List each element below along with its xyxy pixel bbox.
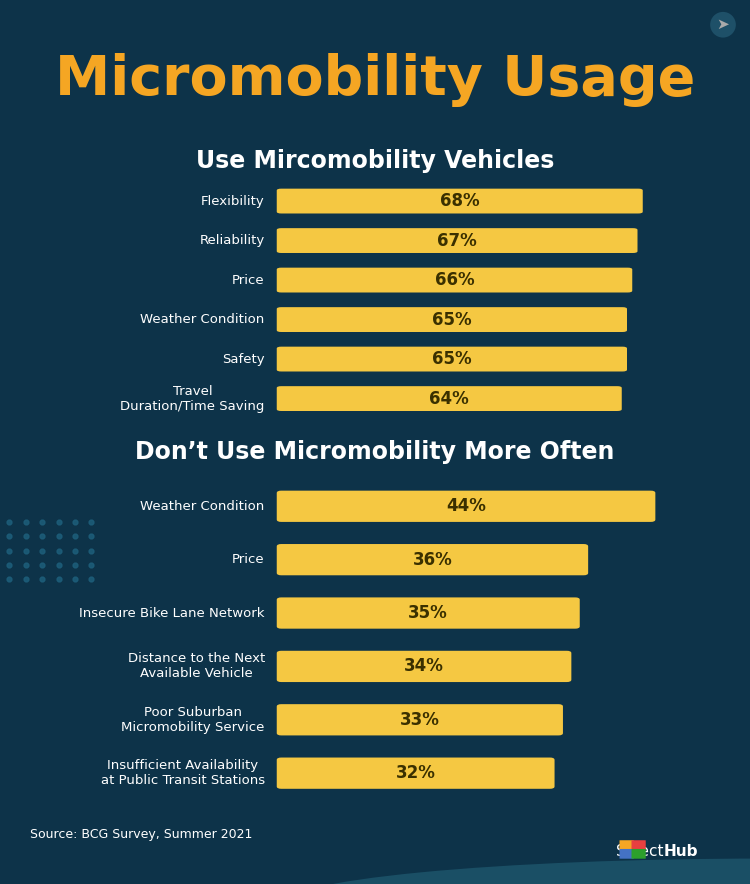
FancyBboxPatch shape (620, 840, 634, 850)
Text: Don’t Use Micromobility More Often: Don’t Use Micromobility More Often (135, 439, 615, 463)
Text: ➤: ➤ (717, 17, 729, 32)
Text: 35%: 35% (408, 604, 448, 622)
Text: Micromobility Usage: Micromobility Usage (55, 53, 695, 107)
FancyBboxPatch shape (277, 347, 627, 371)
Text: Weather Condition: Weather Condition (140, 499, 265, 513)
Text: 64%: 64% (429, 390, 470, 408)
Text: Hub: Hub (664, 844, 698, 858)
Text: 66%: 66% (435, 271, 474, 289)
FancyBboxPatch shape (277, 228, 638, 253)
FancyBboxPatch shape (277, 307, 627, 332)
Text: 44%: 44% (446, 498, 486, 515)
FancyBboxPatch shape (632, 840, 646, 850)
Text: Safety: Safety (222, 353, 265, 366)
Text: Distance to the Next
Available Vehicle: Distance to the Next Available Vehicle (128, 652, 265, 681)
Text: 68%: 68% (440, 192, 479, 210)
Text: Insufficient Availability
at Public Transit Stations: Insufficient Availability at Public Tran… (100, 759, 265, 787)
FancyBboxPatch shape (277, 705, 563, 735)
Text: Poor Suburban
Micromobility Service: Poor Suburban Micromobility Service (122, 705, 265, 734)
Text: Reliability: Reliability (200, 234, 265, 247)
Text: Weather Condition: Weather Condition (140, 313, 265, 326)
Text: 34%: 34% (404, 658, 444, 675)
Text: Flexibility: Flexibility (201, 194, 265, 208)
Text: 65%: 65% (432, 310, 472, 329)
Text: Use Mircomobility Vehicles: Use Mircomobility Vehicles (196, 149, 554, 173)
FancyBboxPatch shape (277, 651, 572, 682)
Text: Insecure Bike Lane Network: Insecure Bike Lane Network (80, 606, 265, 620)
FancyBboxPatch shape (277, 268, 632, 293)
Circle shape (278, 858, 750, 884)
Text: Price: Price (232, 273, 265, 286)
FancyBboxPatch shape (620, 849, 634, 858)
Text: 36%: 36% (413, 551, 452, 568)
Text: Source: BCG Survey, Summer 2021: Source: BCG Survey, Summer 2021 (30, 828, 252, 841)
FancyBboxPatch shape (277, 598, 580, 629)
FancyBboxPatch shape (277, 491, 656, 522)
Text: Select: Select (616, 844, 664, 858)
Text: 32%: 32% (396, 764, 436, 782)
Text: Travel
Duration/Time Saving: Travel Duration/Time Saving (120, 385, 265, 413)
FancyBboxPatch shape (277, 544, 588, 575)
FancyBboxPatch shape (632, 849, 646, 858)
FancyBboxPatch shape (277, 386, 622, 411)
Text: 65%: 65% (432, 350, 472, 368)
FancyBboxPatch shape (277, 758, 554, 789)
FancyBboxPatch shape (277, 188, 643, 214)
Text: 33%: 33% (400, 711, 439, 728)
Text: Price: Price (232, 553, 265, 566)
Text: 67%: 67% (437, 232, 477, 249)
